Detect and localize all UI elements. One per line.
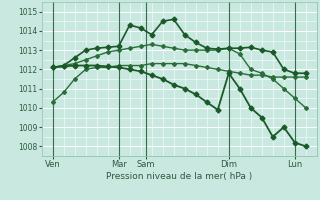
X-axis label: Pression niveau de la mer( hPa ): Pression niveau de la mer( hPa ) bbox=[106, 172, 252, 181]
